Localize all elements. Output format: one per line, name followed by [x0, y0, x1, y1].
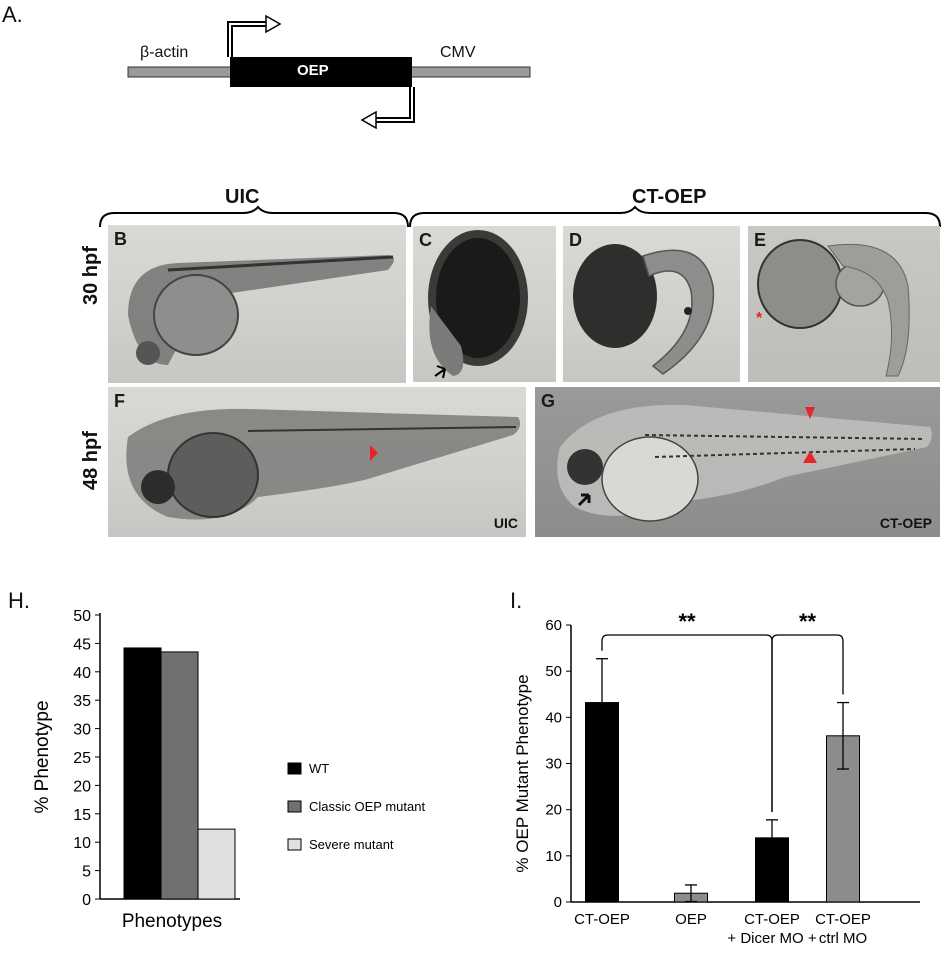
photo-f-embryo: F UIC [108, 387, 526, 537]
photo-e-embryo: E * [748, 226, 940, 382]
chart-i-x-tick-label: ctrl MO [819, 930, 867, 947]
photo-g-letter: G [541, 391, 556, 411]
photo-g-embryo: G CT-OEP [535, 387, 940, 537]
chart-h: 0 5 10 15 20 25 30 35 40 45 50 % Phenotype Phenotype… [32, 608, 425, 932]
photo-b-embryo: B [108, 225, 406, 383]
chart-i-significance-label-1: ** [678, 609, 696, 634]
row-label-30hpf: 30 hpf [80, 246, 102, 305]
photo-e-asterisk: * [756, 310, 763, 327]
chart-h-legend-swatch-1 [287, 762, 302, 775]
chart-i-x-tick-label: OEP [675, 911, 707, 928]
beta-actin-label: β-actin [140, 44, 189, 61]
chart-h-x-label: Phenotypes [122, 911, 222, 932]
chart-h-y-tick-label: 25 [73, 750, 91, 767]
photo-b-letter: B [114, 229, 127, 249]
chart-i-x-tick-label: + Dicer MO + [727, 930, 816, 947]
chart-h-legend-label-3: Severe mutant [309, 837, 394, 852]
chart-h-y-tick-label: 40 [73, 665, 91, 682]
reverse-promoter-arrow [372, 87, 415, 123]
chart-i-y-tick-label: 50 [545, 663, 562, 680]
chart-i-y-tick-label: 0 [554, 894, 562, 911]
photo-d-letter: D [569, 230, 582, 250]
chart-i-significance-bracket-2 [771, 634, 844, 812]
ct-oep-group-title: CT-OEP [632, 186, 707, 208]
chart-i-y-tick-label: 10 [545, 848, 562, 865]
chart-i-y-label: % OEP Mutant Phenotype [513, 674, 532, 872]
chart-i-y-tick-label: 40 [545, 709, 562, 726]
chart-i-significance-bracket-1 [601, 634, 773, 812]
photo-g-red-arrowhead-bottom [803, 451, 817, 463]
chart-h-y-label: % Phenotype [32, 700, 53, 813]
photo-d-embryo: D [563, 226, 740, 382]
chart-h-y-tick-label: 20 [73, 778, 91, 795]
chart-h-bar-3 [197, 828, 236, 900]
photo-f-corner-label: UIC [493, 515, 518, 531]
photo-f-letter: F [114, 391, 125, 411]
uic-group-title: UIC [225, 186, 260, 208]
chart-i-significance-label-2: ** [799, 609, 817, 634]
chart-h-y-tick-label: 5 [82, 864, 91, 881]
photo-c-embryo: C [413, 226, 556, 382]
chart-h-legend-swatch-3 [287, 838, 302, 851]
chart-i: 0 10 20 30 40 50 60 % OEP Mutant Phenotype CT-OE… [513, 609, 920, 947]
chart-h-bar-1 [123, 647, 162, 900]
panel-i-letter: I. [510, 588, 523, 613]
photo-f-red-arrowhead [370, 445, 378, 461]
chart-i-y-tick-label: 60 [545, 617, 562, 634]
panel-h-letter: H. [8, 588, 30, 613]
chart-i-x-tick-label: CT-OEP [574, 911, 630, 928]
chart-h-y-tick-label: 50 [73, 608, 91, 625]
chart-i-y-tick-label: 20 [545, 802, 562, 819]
oep-gene-label: OEP [297, 62, 329, 79]
chart-h-y-tick-label: 45 [73, 636, 91, 653]
forward-promoter-arrow [227, 21, 270, 57]
group-brackets [99, 205, 941, 228]
chart-h-y-tick-label: 10 [73, 835, 91, 852]
chart-h-legend-label-2: Classic OEP mutant [309, 799, 425, 814]
oep-gene-box [230, 57, 412, 87]
chart-h-legend-label-1: WT [309, 761, 329, 776]
chart-i-x-tick-label: CT-OEP [744, 911, 800, 928]
photo-g-corner-label: CT-OEP [879, 515, 932, 531]
chart-h-y-tick-label: 35 [73, 693, 91, 710]
photo-e-letter: E [754, 230, 767, 250]
construct-diagram [127, 14, 531, 130]
chart-i-x-tick-label: CT-OEP [815, 911, 871, 928]
chart-h-legend-swatch-2 [287, 800, 302, 813]
photo-g-red-arrowhead-top [805, 407, 815, 419]
chart-h-bar-2 [160, 651, 199, 900]
cmv-label: CMV [440, 44, 476, 61]
chart-h-y-tick-label: 0 [82, 892, 91, 909]
photo-c-letter: C [419, 230, 432, 250]
row-label-48hpf: 48 hpf [80, 431, 102, 490]
chart-i-y-tick-label: 30 [545, 756, 562, 773]
panel-a-letter: A. [2, 2, 23, 27]
chart-h-y-tick-label: 30 [73, 722, 91, 739]
chart-h-y-tick-label: 15 [73, 807, 91, 824]
